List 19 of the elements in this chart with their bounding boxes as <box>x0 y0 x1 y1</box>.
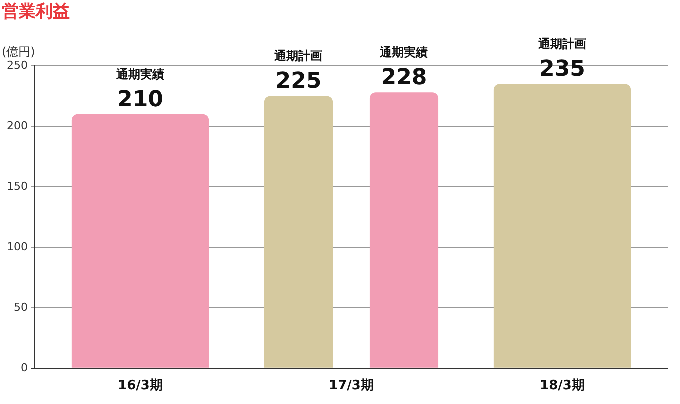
data-label: 235 <box>540 57 586 82</box>
x-tick-label: 18/3期 <box>540 378 585 394</box>
y-tick-label: 50 <box>14 300 28 314</box>
data-label: 210 <box>118 87 164 112</box>
x-tick-label: 17/3期 <box>329 378 374 394</box>
y-tick-label: 0 <box>20 361 28 374</box>
text: 通期実績 <box>380 46 428 60</box>
y-tick-label: 250 <box>6 58 28 72</box>
text: 通期実績 <box>115 67 164 82</box>
data-label: 228 <box>381 66 428 91</box>
chart-title: 営業利益 <box>1 1 71 24</box>
y-tick-label: 200 <box>6 119 28 132</box>
data-label: 225 <box>276 69 322 94</box>
text: 通期計画 <box>538 37 586 52</box>
text: 通期計画 <box>274 49 323 64</box>
y-tick-label: 100 <box>6 240 28 254</box>
y-tick-label: 150 <box>6 180 28 193</box>
x-tick-label: 16/3期 <box>118 378 163 394</box>
y-axis-title: (億円) <box>2 45 36 59</box>
